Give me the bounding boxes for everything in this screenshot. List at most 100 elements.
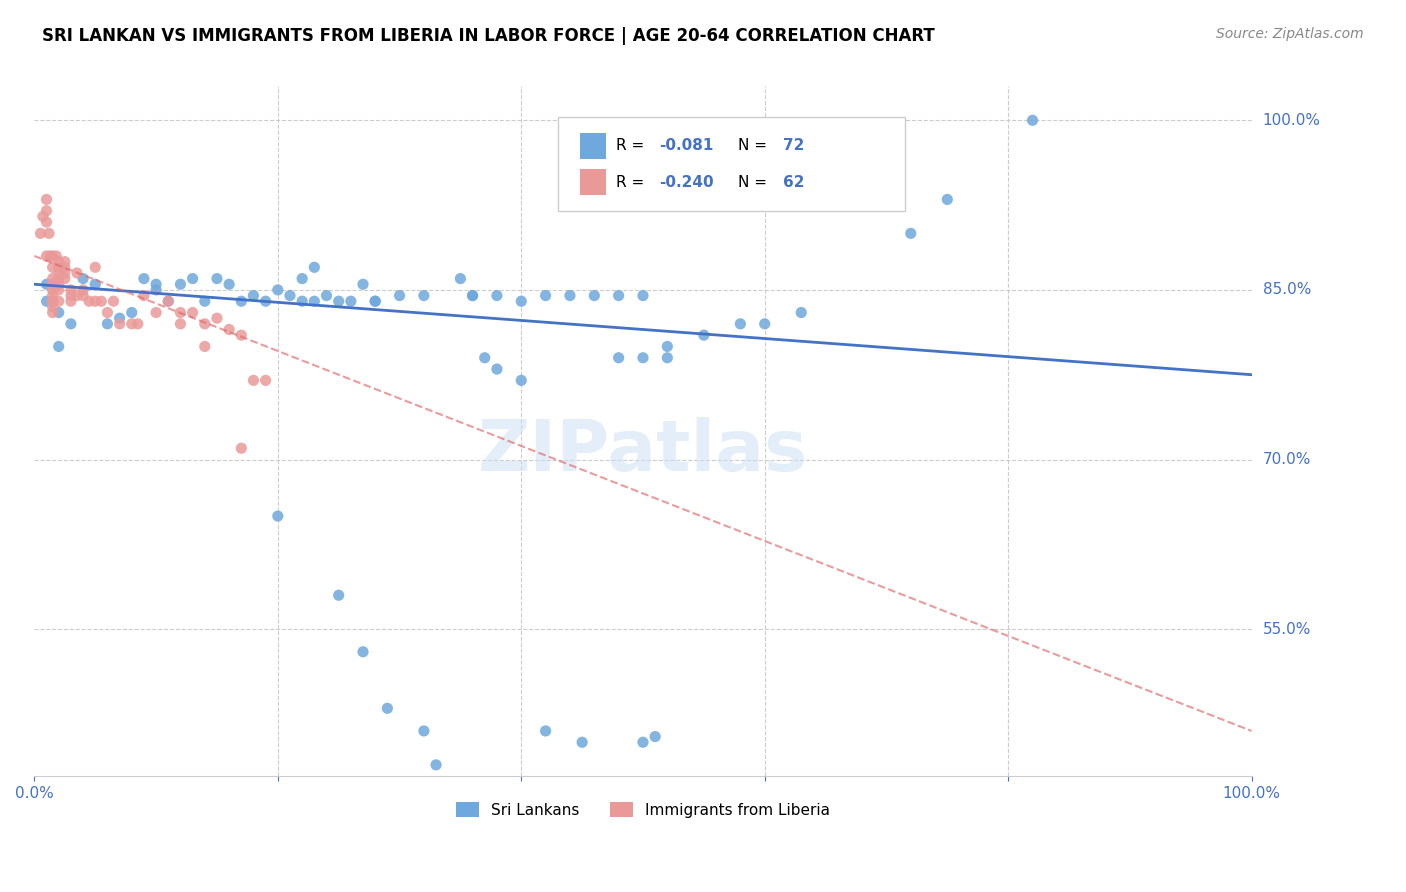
Point bbox=[169, 317, 191, 331]
Point bbox=[205, 311, 228, 326]
Point bbox=[53, 271, 76, 285]
Text: N =: N = bbox=[738, 175, 772, 190]
Point bbox=[59, 283, 82, 297]
Point bbox=[48, 339, 70, 353]
Point bbox=[364, 294, 387, 309]
Point bbox=[66, 288, 89, 302]
Point bbox=[121, 317, 143, 331]
Text: ZIPatlas: ZIPatlas bbox=[478, 417, 808, 486]
Point bbox=[53, 260, 76, 275]
Point bbox=[242, 288, 264, 302]
Point bbox=[352, 277, 374, 292]
Point bbox=[35, 193, 58, 207]
Bar bbox=[579, 169, 606, 195]
Point bbox=[30, 227, 52, 241]
Point bbox=[103, 294, 125, 309]
Point bbox=[340, 294, 363, 309]
Point bbox=[169, 277, 191, 292]
Point bbox=[485, 288, 508, 302]
Point bbox=[194, 294, 217, 309]
Point bbox=[693, 328, 716, 343]
Point bbox=[510, 373, 533, 387]
Point bbox=[181, 305, 204, 319]
Text: -0.240: -0.240 bbox=[659, 175, 713, 190]
Point bbox=[194, 317, 217, 331]
Point bbox=[53, 266, 76, 280]
Point bbox=[315, 288, 337, 302]
Point bbox=[35, 277, 58, 292]
Point bbox=[631, 351, 654, 365]
Point bbox=[461, 288, 484, 302]
Point bbox=[48, 254, 70, 268]
Text: 70.0%: 70.0% bbox=[1263, 452, 1310, 467]
Point bbox=[352, 645, 374, 659]
Point bbox=[790, 305, 813, 319]
Point bbox=[900, 227, 922, 241]
Point bbox=[48, 277, 70, 292]
Point bbox=[66, 266, 89, 280]
Point bbox=[41, 294, 63, 309]
Point bbox=[41, 271, 63, 285]
Point bbox=[84, 260, 107, 275]
Point bbox=[730, 317, 752, 331]
Point bbox=[145, 283, 167, 297]
Point bbox=[644, 730, 666, 744]
Point bbox=[425, 757, 447, 772]
Point bbox=[412, 723, 434, 738]
Point bbox=[121, 305, 143, 319]
Point bbox=[48, 283, 70, 297]
Text: R =: R = bbox=[616, 175, 650, 190]
Point bbox=[631, 288, 654, 302]
Point bbox=[631, 735, 654, 749]
Text: SRI LANKAN VS IMMIGRANTS FROM LIBERIA IN LABOR FORCE | AGE 20-64 CORRELATION CHA: SRI LANKAN VS IMMIGRANTS FROM LIBERIA IN… bbox=[42, 27, 935, 45]
Point bbox=[242, 373, 264, 387]
Point bbox=[474, 351, 496, 365]
Text: 85.0%: 85.0% bbox=[1263, 283, 1310, 297]
Point bbox=[278, 288, 301, 302]
Point bbox=[412, 288, 434, 302]
Point bbox=[41, 300, 63, 314]
Point bbox=[364, 294, 387, 309]
Point bbox=[132, 271, 155, 285]
Point bbox=[558, 288, 581, 302]
Point bbox=[534, 723, 557, 738]
Point bbox=[84, 277, 107, 292]
Point bbox=[157, 294, 180, 309]
Point bbox=[157, 294, 180, 309]
Point bbox=[96, 317, 118, 331]
Point bbox=[38, 227, 60, 241]
Text: -0.081: -0.081 bbox=[659, 138, 713, 153]
Point bbox=[218, 322, 240, 336]
Point bbox=[41, 305, 63, 319]
Point bbox=[254, 294, 277, 309]
Point bbox=[41, 277, 63, 292]
Point bbox=[90, 294, 112, 309]
Point bbox=[304, 294, 326, 309]
Point bbox=[754, 317, 776, 331]
Point bbox=[39, 249, 62, 263]
Point bbox=[48, 305, 70, 319]
Point bbox=[48, 266, 70, 280]
Point bbox=[48, 271, 70, 285]
Point bbox=[291, 271, 314, 285]
Point bbox=[231, 294, 253, 309]
Point bbox=[388, 288, 411, 302]
Point bbox=[77, 294, 100, 309]
Point bbox=[35, 249, 58, 263]
Point bbox=[84, 294, 107, 309]
Point bbox=[291, 294, 314, 309]
Point bbox=[461, 288, 484, 302]
Point bbox=[510, 294, 533, 309]
Point bbox=[41, 260, 63, 275]
Point bbox=[1021, 113, 1043, 128]
FancyBboxPatch shape bbox=[558, 118, 904, 211]
Point bbox=[607, 288, 630, 302]
Text: 55.0%: 55.0% bbox=[1263, 622, 1310, 637]
Point bbox=[145, 305, 167, 319]
Point bbox=[35, 203, 58, 218]
Point bbox=[205, 271, 228, 285]
Point bbox=[194, 339, 217, 353]
Point bbox=[108, 311, 131, 326]
Point bbox=[851, 169, 873, 184]
Point bbox=[377, 701, 399, 715]
